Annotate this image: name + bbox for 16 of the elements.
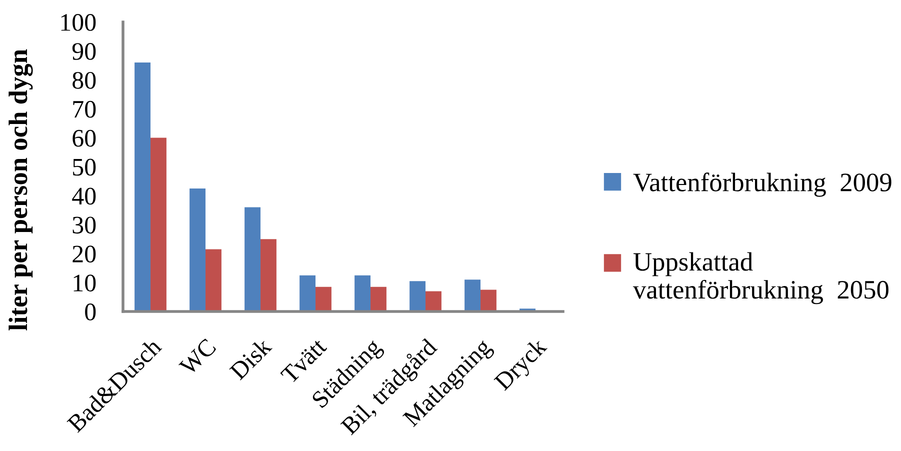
y-tick-label: 0 [85, 304, 96, 320]
x-tick-label: WC [178, 338, 217, 376]
y-tick-label: 40 [72, 188, 96, 205]
y-tick-label: 70 [73, 100, 96, 118]
y-tick-label: 10 [74, 274, 96, 292]
y-tick-label: 50 [73, 158, 96, 176]
y-axis-title: liter per person och dygn [8, 49, 33, 330]
y-tick-label: 80 [72, 72, 96, 89]
legend-label: Vattenförbrukning 2009 [633, 172, 892, 197]
y-tick-label: 100 [61, 14, 96, 31]
legend-label: Uppskattad vattenförbrukning 2050 [632, 252, 888, 304]
x-tick-label: Disk [228, 336, 273, 381]
y-tick-label: 20 [72, 246, 96, 263]
y-tick-label: 90 [72, 43, 96, 60]
y-tick-label: 60 [72, 130, 96, 147]
y-tick-label: 30 [72, 216, 96, 234]
